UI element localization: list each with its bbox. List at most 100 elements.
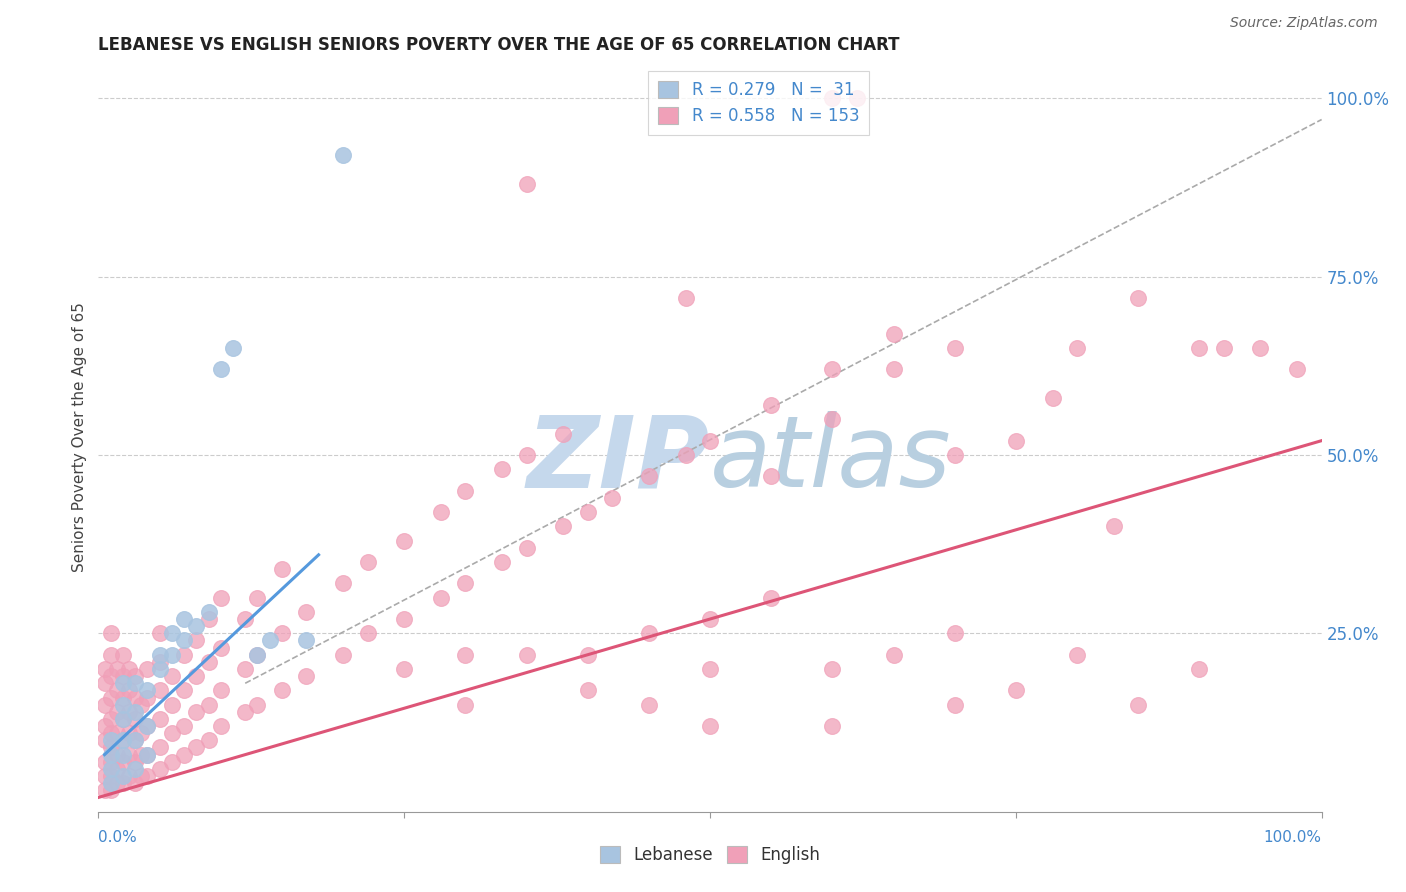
Point	[1004, 683, 1026, 698]
Point	[111, 676, 134, 690]
Point	[1042, 391, 1064, 405]
Text: 100.0%: 100.0%	[1264, 830, 1322, 845]
Point	[392, 662, 416, 676]
Point	[246, 591, 269, 605]
Text: ZIP: ZIP	[527, 411, 710, 508]
Point	[699, 612, 721, 626]
Point	[638, 469, 661, 483]
Point	[124, 690, 146, 705]
Point	[173, 747, 195, 762]
Point	[1128, 291, 1150, 305]
Point	[93, 769, 115, 783]
Point	[93, 719, 115, 733]
Point	[124, 712, 146, 726]
Point	[124, 776, 146, 790]
Point	[600, 491, 623, 505]
Point	[821, 719, 844, 733]
Point	[111, 747, 134, 762]
Point	[160, 626, 183, 640]
Point	[149, 655, 172, 669]
Point	[270, 683, 294, 698]
Point	[761, 591, 783, 605]
Point	[136, 690, 159, 705]
Point	[1066, 341, 1088, 355]
Point	[821, 412, 844, 426]
Point	[93, 733, 115, 747]
Point	[93, 662, 115, 676]
Point	[491, 462, 513, 476]
Point	[118, 662, 141, 676]
Point	[118, 747, 141, 762]
Point	[118, 705, 141, 719]
Point	[209, 362, 232, 376]
Point	[160, 669, 183, 683]
Text: LEBANESE VS ENGLISH SENIORS POVERTY OVER THE AGE OF 65 CORRELATION CHART: LEBANESE VS ENGLISH SENIORS POVERTY OVER…	[98, 36, 900, 54]
Point	[111, 776, 134, 790]
Point	[454, 698, 477, 712]
Point	[149, 762, 172, 776]
Point	[173, 648, 195, 662]
Point	[111, 712, 134, 726]
Point	[105, 747, 128, 762]
Point	[111, 690, 134, 705]
Point	[699, 662, 721, 676]
Point	[129, 747, 152, 762]
Point	[1128, 698, 1150, 712]
Point	[105, 762, 128, 776]
Point	[821, 91, 844, 105]
Point	[699, 434, 721, 448]
Point	[111, 669, 134, 683]
Point	[821, 662, 844, 676]
Point	[100, 690, 122, 705]
Point	[105, 726, 128, 740]
Point	[136, 662, 159, 676]
Point	[392, 533, 416, 548]
Point	[124, 733, 146, 747]
Point	[246, 698, 269, 712]
Point	[105, 705, 128, 719]
Point	[576, 683, 599, 698]
Point	[100, 755, 122, 769]
Point	[1286, 362, 1309, 376]
Point	[173, 719, 195, 733]
Point	[943, 448, 966, 462]
Point	[515, 177, 537, 191]
Point	[233, 705, 256, 719]
Point	[100, 776, 122, 790]
Point	[160, 698, 183, 712]
Point	[186, 669, 208, 683]
Point	[124, 669, 146, 683]
Point	[149, 683, 172, 698]
Text: 0.0%: 0.0%	[98, 830, 138, 845]
Point	[515, 541, 537, 555]
Point	[454, 483, 477, 498]
Point	[491, 555, 513, 569]
Point	[515, 648, 537, 662]
Point	[270, 626, 294, 640]
Point	[943, 341, 966, 355]
Point	[100, 747, 122, 762]
Point	[149, 626, 172, 640]
Point	[1004, 434, 1026, 448]
Point	[246, 648, 269, 662]
Point	[173, 683, 195, 698]
Point	[111, 698, 134, 712]
Point	[173, 633, 195, 648]
Point	[430, 505, 453, 519]
Point	[699, 719, 721, 733]
Point	[100, 726, 122, 740]
Point	[1066, 648, 1088, 662]
Point	[149, 662, 172, 676]
Point	[197, 655, 219, 669]
Point	[356, 555, 378, 569]
Point	[93, 676, 115, 690]
Point	[100, 648, 122, 662]
Point	[356, 626, 378, 640]
Point	[332, 648, 354, 662]
Point	[295, 633, 318, 648]
Point	[1249, 341, 1271, 355]
Point	[515, 448, 537, 462]
Point	[761, 469, 783, 483]
Point	[136, 769, 159, 783]
Point	[124, 755, 146, 769]
